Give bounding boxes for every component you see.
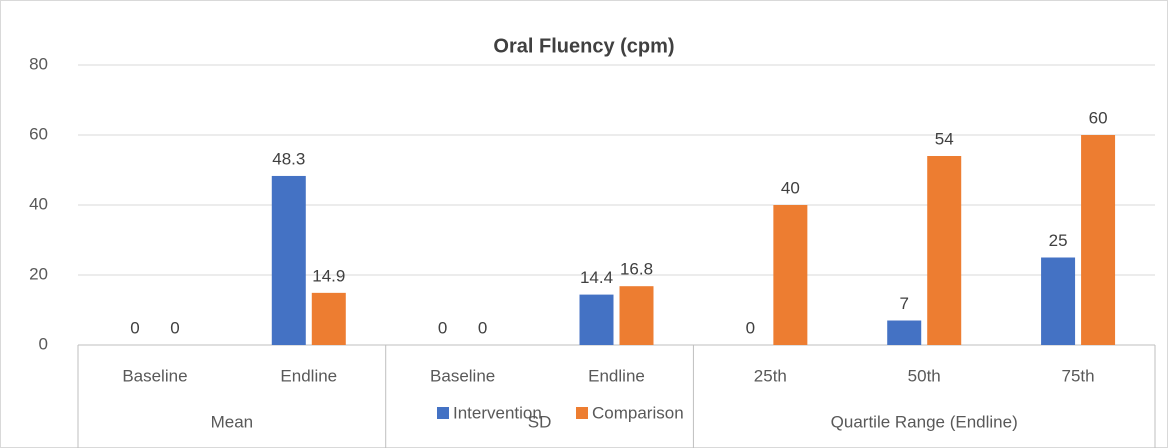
y-tick-label: 80	[29, 54, 48, 73]
data-label: 48.3	[272, 149, 305, 168]
group-label: Quartile Range (Endline)	[831, 412, 1018, 431]
x-tick-label: Endline	[588, 366, 645, 385]
data-label: 14.9	[312, 266, 345, 285]
x-tick-label: 75th	[1062, 366, 1095, 385]
bar	[773, 205, 808, 345]
data-label: 40	[781, 178, 800, 197]
bar	[271, 175, 306, 345]
x-tick-label: Baseline	[122, 366, 187, 385]
bar	[579, 294, 614, 345]
bar	[887, 320, 922, 345]
y-tick-label: 60	[29, 124, 48, 143]
bar	[311, 292, 346, 345]
x-tick-label: Endline	[280, 366, 337, 385]
bar	[619, 286, 654, 345]
data-label: 0	[746, 318, 755, 337]
chart-title: Oral Fluency (cpm)	[493, 35, 674, 57]
data-label: 0	[438, 318, 447, 337]
bar	[1081, 135, 1116, 345]
data-label: 0	[170, 318, 179, 337]
bar	[1041, 257, 1076, 345]
group-label: Mean	[211, 412, 254, 431]
data-label: 16.8	[620, 260, 653, 279]
data-label: 54	[935, 129, 954, 148]
data-label: 25	[1049, 231, 1068, 250]
data-label: 7	[899, 294, 908, 313]
x-tick-label: 25th	[754, 366, 787, 385]
group-label: SD	[528, 412, 552, 431]
legend-label: Comparison	[592, 403, 684, 422]
y-tick-label: 0	[39, 334, 48, 353]
data-label: 60	[1089, 108, 1108, 127]
x-tick-label: Baseline	[430, 366, 495, 385]
legend-label: Intervention	[453, 403, 542, 422]
data-label: 0	[130, 318, 139, 337]
x-tick-label: 50th	[908, 366, 941, 385]
y-tick-label: 40	[29, 194, 48, 213]
y-tick-label: 20	[29, 264, 48, 283]
data-label: 14.4	[580, 268, 613, 287]
bar	[927, 156, 962, 345]
legend-swatch	[437, 407, 449, 419]
data-label: 0	[478, 318, 487, 337]
legend-swatch	[576, 407, 588, 419]
